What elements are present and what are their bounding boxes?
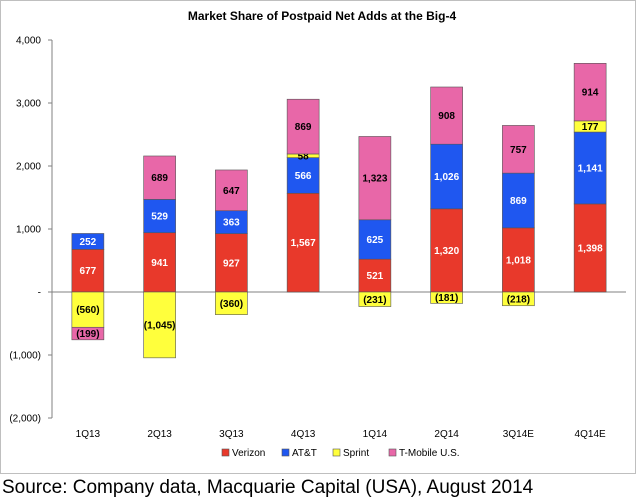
bar-segment — [215, 233, 248, 293]
data-label: 1,320 — [434, 246, 459, 257]
data-label: 677 — [80, 266, 97, 277]
x-category-label: 4Q14E — [575, 429, 606, 440]
bar-segment — [502, 227, 535, 293]
bar-segment — [502, 125, 535, 174]
legend-label: Sprint — [343, 448, 369, 459]
bar-segment — [358, 136, 392, 221]
data-label: 927 — [223, 258, 240, 269]
x-category-label: 1Q13 — [76, 429, 101, 440]
bar-segment — [430, 86, 463, 145]
data-label: 757 — [510, 145, 527, 156]
bar-segment — [286, 98, 320, 155]
legend: Verizon AT&T Sprint T-Mobile U.S. — [221, 448, 460, 459]
y-tick-label: 3,000 — [16, 99, 41, 110]
data-label: (360) — [220, 299, 243, 310]
bar-segment — [71, 326, 105, 341]
data-label: (199) — [76, 329, 99, 340]
x-category-label: 4Q13 — [291, 429, 316, 440]
data-label: 58 — [298, 151, 310, 162]
bar-segment — [430, 143, 463, 210]
legend-label: AT&T — [292, 448, 317, 459]
y-tick-label: - — [38, 288, 41, 299]
data-label: 647 — [223, 186, 240, 197]
data-label: 941 — [151, 258, 168, 269]
bar-segment — [286, 157, 320, 194]
plot-area: (2,000) (1,000) - 1,000 2,000 3,000 4,000 677 25… — [9, 36, 626, 440]
data-label: 529 — [151, 212, 168, 223]
bar-segment — [358, 258, 392, 293]
bar-segment — [358, 291, 392, 307]
data-label: 1,398 — [578, 243, 603, 254]
data-label: 1,567 — [291, 238, 316, 249]
x-category-label: 1Q14 — [363, 429, 388, 440]
data-label: (1,045) — [144, 320, 176, 331]
data-label: (560) — [76, 305, 99, 316]
x-category-label: 2Q13 — [147, 429, 172, 440]
data-label: 625 — [367, 235, 384, 246]
y-tick-label: 4,000 — [16, 36, 41, 47]
legend-swatch — [332, 448, 341, 457]
legend-label: Verizon — [232, 448, 265, 459]
data-label: 914 — [582, 88, 599, 99]
stacked-bar-chart: Market Share of Postpaid Net Adds at the… — [9, 9, 626, 459]
chart-title: Market Share of Postpaid Net Adds at the… — [188, 9, 457, 23]
bar-segment — [502, 291, 535, 307]
data-label: 1,141 — [578, 163, 603, 174]
data-label: 1,323 — [362, 174, 387, 185]
y-tick-label: (2,000) — [9, 414, 41, 425]
x-category-label: 3Q14E — [503, 429, 534, 440]
bar-segment — [71, 233, 105, 250]
y-tick-label: 2,000 — [16, 162, 41, 173]
legend-label: T-Mobile U.S. — [399, 448, 460, 459]
bar-segment — [430, 291, 463, 304]
bar-segment — [358, 219, 392, 260]
legend-swatch — [221, 448, 230, 457]
data-label: 869 — [510, 196, 527, 207]
y-tick-label: (1,000) — [9, 351, 41, 362]
chart-frame — [0, 0, 636, 474]
data-label: 908 — [438, 111, 455, 122]
x-category-label: 2Q14 — [434, 429, 459, 440]
bar-segment — [143, 155, 176, 200]
bar-segment — [286, 192, 320, 293]
bar-segment — [215, 169, 248, 212]
data-label: 363 — [223, 218, 240, 229]
data-label: (181) — [435, 293, 458, 304]
y-tick-label: 1,000 — [16, 225, 41, 236]
bar-segment — [143, 199, 176, 234]
data-label: (231) — [363, 295, 386, 306]
data-label: 1,026 — [434, 172, 459, 183]
data-label: (218) — [507, 294, 530, 305]
source-note: Source: Company data, Macquarie Capital … — [2, 477, 534, 498]
bar-segment — [573, 63, 607, 122]
bar-segment — [215, 291, 248, 315]
data-label: 521 — [367, 271, 384, 282]
data-label: 869 — [295, 122, 312, 133]
bar-segment — [71, 249, 105, 293]
bar-segment — [573, 131, 607, 205]
data-label: 252 — [80, 237, 97, 248]
legend-swatch — [281, 448, 290, 457]
data-label: 1,018 — [506, 255, 531, 266]
data-label: 566 — [295, 171, 312, 182]
x-category-label: 3Q13 — [219, 429, 244, 440]
bar-segment — [143, 291, 176, 359]
legend-swatch — [388, 448, 397, 457]
data-label: 689 — [151, 173, 168, 184]
data-label: 177 — [582, 122, 599, 133]
